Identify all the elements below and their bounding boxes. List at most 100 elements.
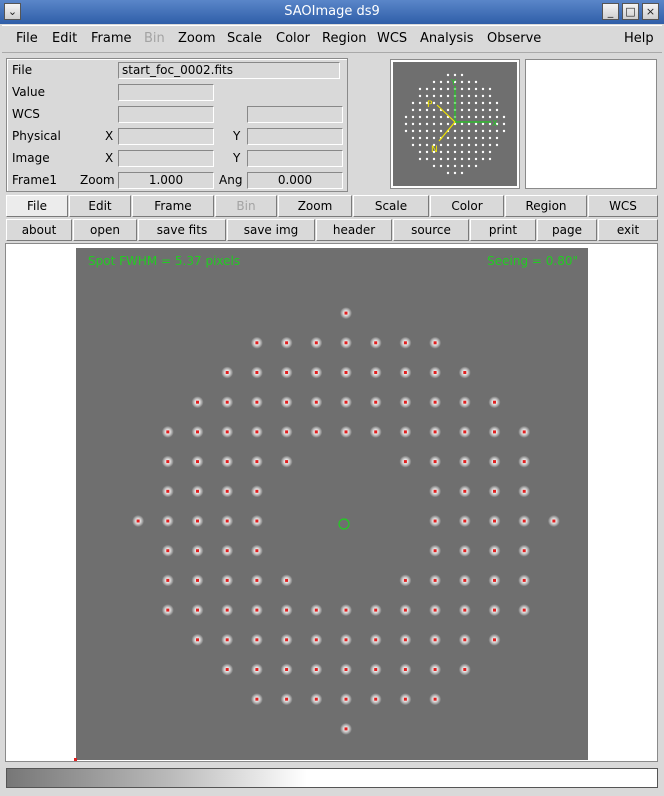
button-exit[interactable]: exit [598,219,658,241]
fits-image[interactable]: Spot FWHM = 5.37 pixels Seeing = 0.80" [6,244,657,761]
panner-star-dot [426,130,428,132]
panner-star-dot [440,95,442,97]
panner-star-dot [454,137,456,139]
panner-star-dot [454,165,456,167]
centroid-marker [345,341,348,344]
button-save-fits[interactable]: save fits [138,219,226,241]
button-about[interactable]: about [6,219,72,241]
menu-scale[interactable]: Scale [227,31,262,46]
centroid-marker [226,430,229,433]
panner-star-dot [468,144,470,146]
centroid-marker [434,430,437,433]
menu-help[interactable]: Help [624,31,654,46]
centroid-marker [196,401,199,404]
centroid-marker [255,430,258,433]
panner-star-dot [461,137,463,139]
menu-edit[interactable]: Edit [52,31,77,46]
button-save-img[interactable]: save img [227,219,315,241]
menu-bin[interactable]: Bin [144,31,165,46]
centroid-marker [523,549,526,552]
minimize-button[interactable]: _ [602,3,619,20]
panner[interactable]: Y X P N [390,59,520,189]
colorbar[interactable] [6,768,658,788]
button-frame[interactable]: Frame [132,195,214,217]
button-bin[interactable]: Bin [215,195,277,217]
button-open[interactable]: open [73,219,137,241]
panner-star-dot [447,137,449,139]
panner-star-dot [419,144,421,146]
centroid-marker [166,430,169,433]
panner-star-dot [419,158,421,160]
panner-star-dot [447,158,449,160]
menu-frame[interactable]: Frame [91,31,132,46]
centroid-marker [345,638,348,641]
info-panel: File start_foc_0002.fits Value WCS Physi… [6,58,348,192]
button-header[interactable]: header [316,219,392,241]
button-file[interactable]: File [6,195,68,217]
centroid-marker [523,520,526,523]
button-print[interactable]: print [470,219,536,241]
centroid-marker [285,579,288,582]
button-edit[interactable]: Edit [69,195,131,217]
panner-star-dot [496,109,498,111]
button-region[interactable]: Region [505,195,587,217]
menu-region[interactable]: Region [322,31,367,46]
centroid-marker [434,460,437,463]
menu-file[interactable]: File [16,31,38,46]
panner-star-dot [475,158,477,160]
physical-label: Physical [12,129,61,143]
panner-star-dot [468,95,470,97]
panner-star-dot [496,144,498,146]
panner-star-dot [489,116,491,118]
maximize-button[interactable]: □ [622,3,639,20]
button-color[interactable]: Color [430,195,504,217]
centroid-marker [285,371,288,374]
panner-star-dot [475,123,477,125]
centroid-marker [434,609,437,612]
centroid-marker [374,609,377,612]
panner-star-dot [433,165,435,167]
button-zoom[interactable]: Zoom [278,195,352,217]
panner-star-dot [461,95,463,97]
menu-analysis[interactable]: Analysis [420,31,474,46]
panner-star-dot [440,116,442,118]
panner-star-dot [503,116,505,118]
panner-star-dot [447,81,449,83]
image-canvas[interactable]: Spot FWHM = 5.37 pixels Seeing = 0.80" [5,243,658,762]
wcs-field-2 [247,106,343,123]
centroid-marker [374,401,377,404]
centroid-marker [226,520,229,523]
panner-star-dot [426,116,428,118]
button-page[interactable]: page [537,219,597,241]
panner-star-dot [468,88,470,90]
menu-observe[interactable]: Observe [487,31,541,46]
panner-star-dot [489,130,491,132]
panner-star-dot [496,130,498,132]
centroid-marker [166,549,169,552]
panner-x-label: X [492,119,498,128]
image-label: Image [12,151,50,165]
centroid-marker [404,341,407,344]
wcs-label: WCS [12,107,40,121]
centroid-marker [493,460,496,463]
panner-star-dot [454,172,456,174]
file-name-field: start_foc_0002.fits [118,62,340,79]
close-button[interactable]: × [642,3,659,20]
centroid-marker [374,638,377,641]
menu-color[interactable]: Color [276,31,310,46]
panner-star-dot [419,130,421,132]
centroid-marker [285,668,288,671]
menu-zoom[interactable]: Zoom [178,31,215,46]
button-scale[interactable]: Scale [353,195,429,217]
centroid-marker [434,371,437,374]
panner-star-dot [461,151,463,153]
button-wcs[interactable]: WCS [588,195,658,217]
menu-wcs[interactable]: WCS [377,31,407,46]
centroid-marker [345,668,348,671]
centroid-marker [255,579,258,582]
centroid-marker [404,371,407,374]
button-source[interactable]: source [393,219,469,241]
panner-star-dot [433,158,435,160]
panner-star-dot [489,102,491,104]
panner-star-dot [412,109,414,111]
